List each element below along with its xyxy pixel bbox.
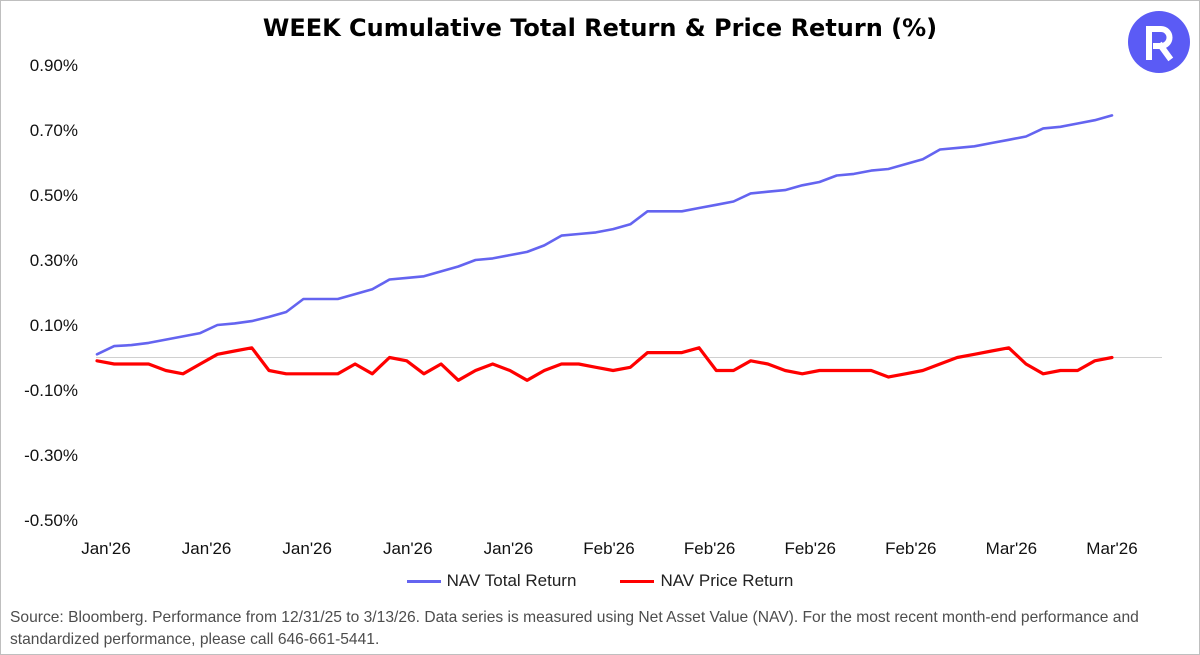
x-tick-label: Feb'26: [784, 539, 835, 558]
legend-swatch-total-return: [406, 579, 441, 583]
x-tick-label: Feb'26: [885, 539, 936, 558]
y-tick-label: 0.90%: [30, 56, 78, 75]
y-tick-label: -0.10%: [24, 381, 78, 400]
x-tick-label: Jan'26: [81, 539, 131, 558]
x-tick-label: Jan'26: [484, 539, 534, 558]
legend-label-price-return: NAV Price Return: [660, 571, 794, 590]
line-chart: 0.90% 0.70% 0.50% 0.30% 0.10% -0.10% -0.30% -0.…: [24, 56, 1162, 558]
legend-label-total-return: NAV Total Return: [446, 571, 577, 590]
x-tick-label: Jan'26: [383, 539, 433, 558]
y-tick-label: 0.50%: [30, 186, 78, 205]
y-tick-label: -0.30%: [24, 446, 78, 465]
source-note: Source: Bloomberg. Performance from 12/3…: [10, 609, 1139, 648]
chart-title: WEEK Cumulative Total Return & Price Ret…: [262, 14, 938, 42]
y-tick-label: 0.30%: [30, 251, 78, 270]
y-tick-label: -0.50%: [24, 511, 78, 530]
x-tick-label: Jan'26: [182, 539, 232, 558]
x-tick-label: Mar'26: [1086, 539, 1137, 558]
series-line-total-return: [95, 114, 1114, 356]
legend-item-total-return: NAV Total Return: [406, 571, 577, 591]
chart-legend: NAV Total Return NAV Price Return: [0, 571, 1200, 591]
x-tick-label: Mar'26: [986, 539, 1037, 558]
x-tick-label: Jan'26: [282, 539, 332, 558]
legend-swatch-price-return: [620, 579, 655, 583]
y-tick-label: 0.10%: [30, 316, 78, 335]
legend-item-price-return: NAV Price Return: [620, 571, 793, 591]
y-tick-label: 0.70%: [30, 121, 78, 140]
x-tick-label: Feb'26: [583, 539, 634, 558]
x-tick-label: Feb'26: [684, 539, 735, 558]
series-line-price-return: [95, 346, 1114, 382]
rex-r-logo-icon: [1128, 11, 1190, 73]
